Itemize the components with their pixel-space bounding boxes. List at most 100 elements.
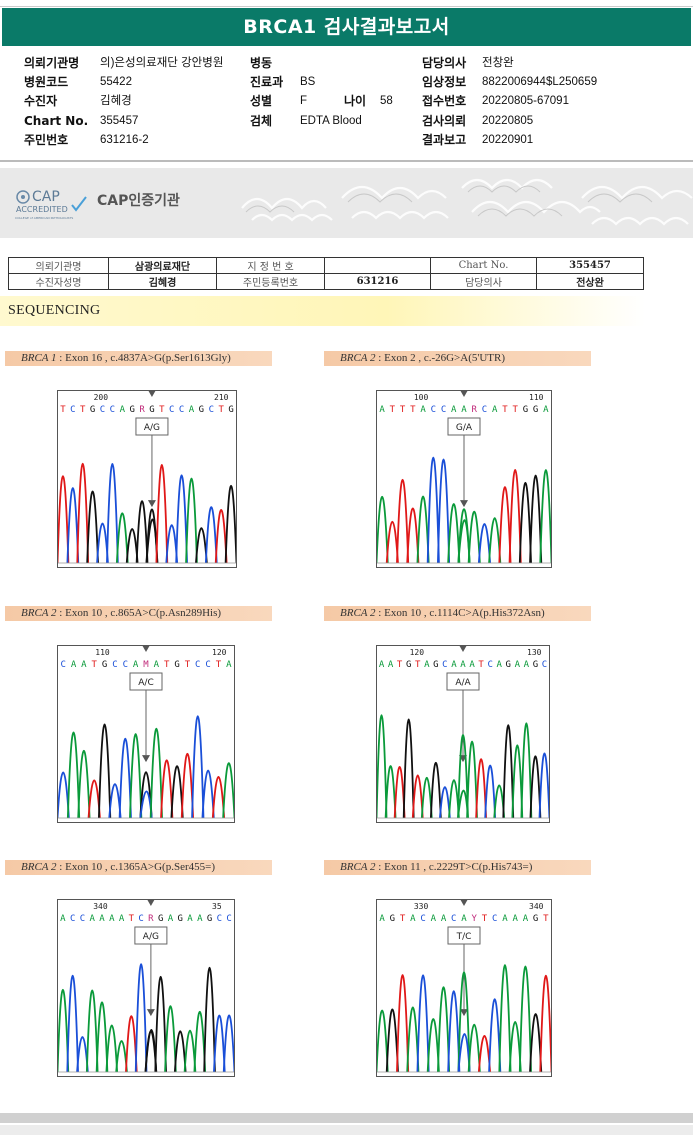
base-call-letter: T bbox=[60, 405, 66, 415]
trace-peak bbox=[149, 727, 163, 819]
genotype-label: A/G bbox=[143, 932, 159, 942]
value-age: 58 bbox=[380, 95, 393, 107]
base-call-letter: C bbox=[542, 660, 547, 670]
label-resident-no: 주민번호 bbox=[24, 133, 69, 147]
base-call-letter: T bbox=[478, 660, 484, 670]
base-call-letter: A bbox=[226, 660, 232, 670]
position-number: 340 bbox=[529, 902, 544, 911]
trace-peak bbox=[416, 495, 430, 564]
trace-peak bbox=[66, 487, 80, 564]
chromatogram: 340 35 A C C A A A A T C R G A G A A G C C A/G bbox=[57, 899, 235, 1077]
variant-detail: : Exon 2 , c.-26G>A(5'UTR) bbox=[375, 352, 506, 364]
trace-peak bbox=[498, 964, 512, 1073]
trace-peak bbox=[498, 486, 512, 564]
variant-arrow-icon bbox=[460, 500, 468, 508]
trace-peak bbox=[173, 1030, 187, 1073]
trace-peak bbox=[457, 733, 469, 819]
table-cell: Chart No. bbox=[430, 257, 537, 274]
label-sex: 성별 bbox=[250, 94, 273, 108]
variant-arrow-icon bbox=[147, 900, 155, 906]
base-call-letter: C bbox=[110, 405, 115, 415]
value-department: BS bbox=[300, 76, 316, 88]
footer-band-lower bbox=[0, 1125, 693, 1135]
label-receipt-no: 접수번호 bbox=[422, 94, 467, 108]
trace-peak bbox=[396, 974, 410, 1073]
trace-peak bbox=[377, 1009, 389, 1073]
base-call-letter: C bbox=[60, 660, 65, 670]
base-call-letter: R bbox=[472, 405, 478, 415]
trace-peak bbox=[164, 1005, 177, 1073]
base-call-letter: A bbox=[461, 914, 467, 924]
gene-name: BRCA 2 bbox=[340, 352, 376, 364]
label-requesting-org: 의뢰기관명 bbox=[24, 56, 80, 70]
trace-peak bbox=[377, 495, 389, 564]
variant-detail: : Exon 16 , c.4837A>G(p.Ser1613Gly) bbox=[56, 352, 231, 364]
trace-peak bbox=[538, 752, 549, 819]
trace-peak bbox=[502, 724, 515, 819]
value-resident-no: 631216-2 bbox=[100, 134, 149, 146]
position-number: 200 bbox=[94, 393, 109, 402]
label-hospital-code: 병원코드 bbox=[24, 75, 69, 89]
base-call-letter: A bbox=[496, 660, 502, 670]
base-call-letter: C bbox=[112, 660, 117, 670]
base-call-letter: A bbox=[187, 914, 193, 924]
variant-label: BRCA 1 : Exon 16 , c.4837A>G(p.Ser1613Gl… bbox=[5, 351, 272, 366]
base-call-letter: M bbox=[143, 660, 149, 670]
base-call-letter: T bbox=[218, 405, 224, 415]
trace-peak-secondary bbox=[457, 519, 471, 564]
base-call-letter: A bbox=[71, 660, 77, 670]
label-patient: 수진자 bbox=[24, 94, 58, 108]
trace-peak bbox=[529, 1013, 543, 1073]
base-call-letter: G bbox=[533, 660, 538, 670]
trace-peak bbox=[77, 749, 91, 819]
trace-peak bbox=[97, 723, 112, 819]
trace-peak bbox=[115, 512, 129, 564]
trace-peak bbox=[58, 989, 70, 1073]
base-call-letter: C bbox=[138, 914, 143, 924]
base-call-letter: C bbox=[169, 405, 174, 415]
table-cell: 주민등록번호 bbox=[216, 273, 325, 290]
base-call-letter: G bbox=[178, 914, 183, 924]
trace-peak bbox=[539, 469, 551, 564]
gene-name: BRCA 2 bbox=[340, 607, 376, 619]
trace-peak bbox=[58, 475, 70, 564]
value-request-date: 20220805 bbox=[482, 115, 534, 127]
variant-arrow-icon bbox=[142, 755, 150, 763]
base-call-letter: G bbox=[207, 914, 212, 924]
footer-band bbox=[0, 1113, 693, 1123]
base-call-letter: T bbox=[543, 914, 549, 924]
trace-peak bbox=[203, 967, 216, 1073]
chromatogram: 200 210 T C T G C C A G R G T C C A G C T G A/G bbox=[57, 390, 237, 568]
cap-accreditation-band: CAP ACCREDITED COLLEGE of AMERICAN PATHO… bbox=[0, 168, 693, 238]
base-call-letter: C bbox=[451, 914, 456, 924]
base-call-letter: T bbox=[80, 405, 86, 415]
table-cell: 지 정 번 호 bbox=[216, 257, 325, 274]
base-call-letter: G bbox=[506, 660, 511, 670]
variant-label: BRCA 2 : Exon 10 , c.865A>C(p.Asn289His) bbox=[5, 606, 272, 621]
trace-peak bbox=[66, 731, 81, 819]
base-call-letter: T bbox=[400, 914, 406, 924]
value-doctor: 전창완 bbox=[482, 57, 514, 69]
base-call-letter: T bbox=[185, 660, 191, 670]
value-report-date: 20220901 bbox=[482, 134, 534, 146]
base-call-letter: A bbox=[168, 914, 174, 924]
variant-arrow-icon bbox=[459, 646, 467, 652]
base-call-letter: C bbox=[482, 405, 487, 415]
base-call-letter: T bbox=[415, 660, 421, 670]
trace-peak bbox=[484, 764, 497, 819]
base-call-letter: A bbox=[441, 914, 447, 924]
base-call-letter: T bbox=[92, 660, 98, 670]
trace-peak bbox=[211, 776, 226, 819]
trace-peak bbox=[429, 762, 442, 819]
base-call-letter: C bbox=[487, 660, 492, 670]
base-call-letter: T bbox=[512, 405, 518, 415]
base-call-letter: T bbox=[390, 405, 396, 415]
base-call-letter: T bbox=[164, 660, 170, 670]
chromatogram: 120 130 A A T G T A G C A A A T C A G A A G C A/A bbox=[376, 645, 550, 823]
trace-peak bbox=[170, 765, 184, 819]
variant-arrow-icon bbox=[148, 391, 156, 397]
variant-detail: : Exon 11 , c.2229T>C(p.His743=) bbox=[375, 861, 533, 873]
trace-peak bbox=[118, 738, 132, 819]
variant-label: BRCA 2 : Exon 11 , c.2229T>C(p.His743=) bbox=[324, 860, 591, 875]
trace-peak bbox=[520, 722, 533, 819]
